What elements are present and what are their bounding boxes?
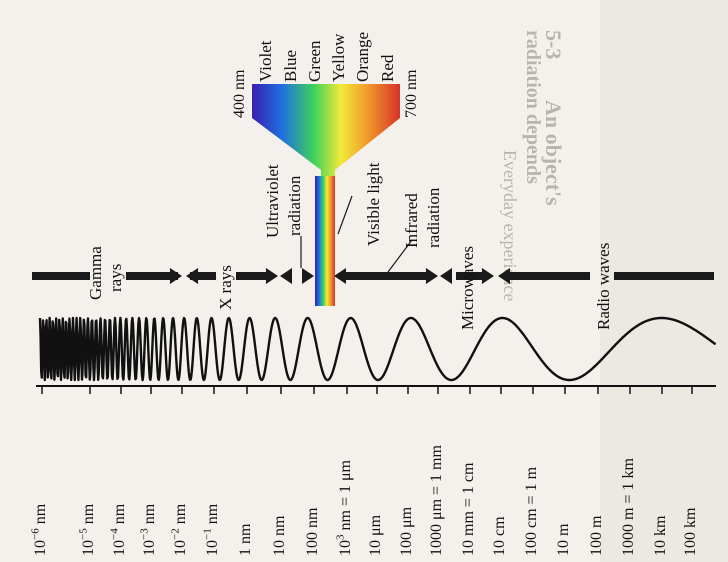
visible-spectrum-stem xyxy=(315,176,335,306)
scale-label-unit: 1000 m = 1 km xyxy=(620,458,637,556)
scale-label-base: 10 xyxy=(141,540,158,556)
scale-label: 10 km xyxy=(652,515,669,556)
scale-label-base: 10 xyxy=(111,540,128,556)
scale-label-unit: nm xyxy=(141,503,158,529)
scale-label: 10−1 nm xyxy=(201,503,221,556)
scale-label-exponent: −1 xyxy=(201,528,214,540)
scale-label-unit: 10 nm xyxy=(271,515,288,556)
scale-label-unit: 1 nm xyxy=(237,523,254,556)
scale-label-unit: 10 mm = 1 cm xyxy=(460,462,477,556)
scale-label: 10−6 nm xyxy=(29,503,49,556)
label-uv-1: Ultraviolet xyxy=(263,164,282,238)
region-bar xyxy=(32,272,714,280)
region-arrows xyxy=(170,268,510,284)
label-orange: Orange xyxy=(353,31,372,82)
scale-label-unit: 10 km xyxy=(652,515,669,556)
scale-label-base: 10 xyxy=(172,540,189,556)
scale-label: 103 nm = 1 μm xyxy=(334,460,354,556)
label-microwaves: Microwaves xyxy=(458,245,477,330)
label-uv-2: radiation xyxy=(285,175,304,236)
scale-label-exponent: −4 xyxy=(108,528,121,540)
scale-label: 10−3 nm xyxy=(138,503,158,556)
label-green: Green xyxy=(305,40,324,82)
label-gamma-1: Gamma xyxy=(86,246,105,300)
label-blue: Blue xyxy=(281,49,300,82)
scale-label: 10 m xyxy=(555,523,572,556)
scale-label: 100 m xyxy=(588,515,605,556)
scale-label: 10 cm xyxy=(491,516,508,556)
scale-label: 1000 μm = 1 mm xyxy=(428,445,445,556)
scale-label-exponent: 3 xyxy=(334,534,347,541)
leader-lines xyxy=(300,195,413,273)
scale-label-unit: 1000 μm = 1 mm xyxy=(428,445,445,556)
label-violet: Violet xyxy=(256,40,275,82)
bleed-through-band xyxy=(600,0,728,562)
label-red: Red xyxy=(378,54,397,82)
scale-label-exponent: −5 xyxy=(77,528,90,540)
axis-ticks xyxy=(41,386,693,394)
scale-label: 10−4 nm xyxy=(108,503,128,556)
scale-label-unit: 100 km xyxy=(682,507,699,556)
label-infrared-2: radiation xyxy=(424,187,443,248)
scale-label-unit: nm xyxy=(80,503,97,529)
scale-label-unit: 10 cm xyxy=(491,516,508,556)
scale-label-unit: 100 m xyxy=(588,515,605,556)
wavelength-wave xyxy=(38,316,717,382)
label-yellow: Yellow xyxy=(329,33,348,82)
scale-label-base: 10 xyxy=(32,540,49,556)
scale-label-unit: 100 cm = 1 m xyxy=(523,466,540,556)
visible-spectrum-funnel xyxy=(252,84,400,178)
scale-label: 100 cm = 1 m xyxy=(523,466,540,556)
label-xrays: X rays xyxy=(216,265,235,310)
scale-label: 10 μm xyxy=(367,514,384,556)
scale-label: 10 mm = 1 cm xyxy=(460,462,477,556)
label-400nm: 400 nm xyxy=(231,69,248,118)
scale-label-unit: nm xyxy=(172,503,189,529)
scale-label-unit: nm xyxy=(204,503,221,529)
scale-label-unit: 10 μm xyxy=(367,514,384,556)
scale-label: 10−5 nm xyxy=(77,503,97,556)
scale-label-unit: 100 nm xyxy=(304,507,321,556)
scale-label-unit: nm = 1 μm xyxy=(337,460,354,535)
scale-label: 1 nm xyxy=(237,523,254,556)
scale-label: 100 km xyxy=(682,507,699,556)
scale-label-exponent: −6 xyxy=(29,528,42,540)
scale-label-unit: nm xyxy=(32,503,49,529)
scale-label-base: 10 xyxy=(204,540,221,556)
scale-label: 100 nm xyxy=(304,507,321,556)
scale-label: 1000 m = 1 km xyxy=(620,458,637,556)
label-700nm: 700 nm xyxy=(403,69,420,118)
scale-label-base: 10 xyxy=(80,540,97,556)
scale-label-unit: 10 m xyxy=(555,523,572,556)
scale-label: 100 μm xyxy=(398,506,415,556)
label-infrared-1: Infrared xyxy=(402,193,421,248)
scale-label-unit: 100 μm xyxy=(398,506,415,556)
scale-label-exponent: −3 xyxy=(138,528,151,540)
scale-label: 10 nm xyxy=(271,515,288,556)
scale-label-exponent: −2 xyxy=(169,528,182,540)
scale-label-unit: nm xyxy=(111,503,128,529)
scale-label: 10−2 nm xyxy=(169,503,189,556)
scale-label-base: 10 xyxy=(337,540,354,556)
label-visible-light: Visible light xyxy=(364,162,383,246)
label-radio-waves: Radio waves xyxy=(594,242,613,330)
label-gamma-2: rays xyxy=(106,263,125,292)
